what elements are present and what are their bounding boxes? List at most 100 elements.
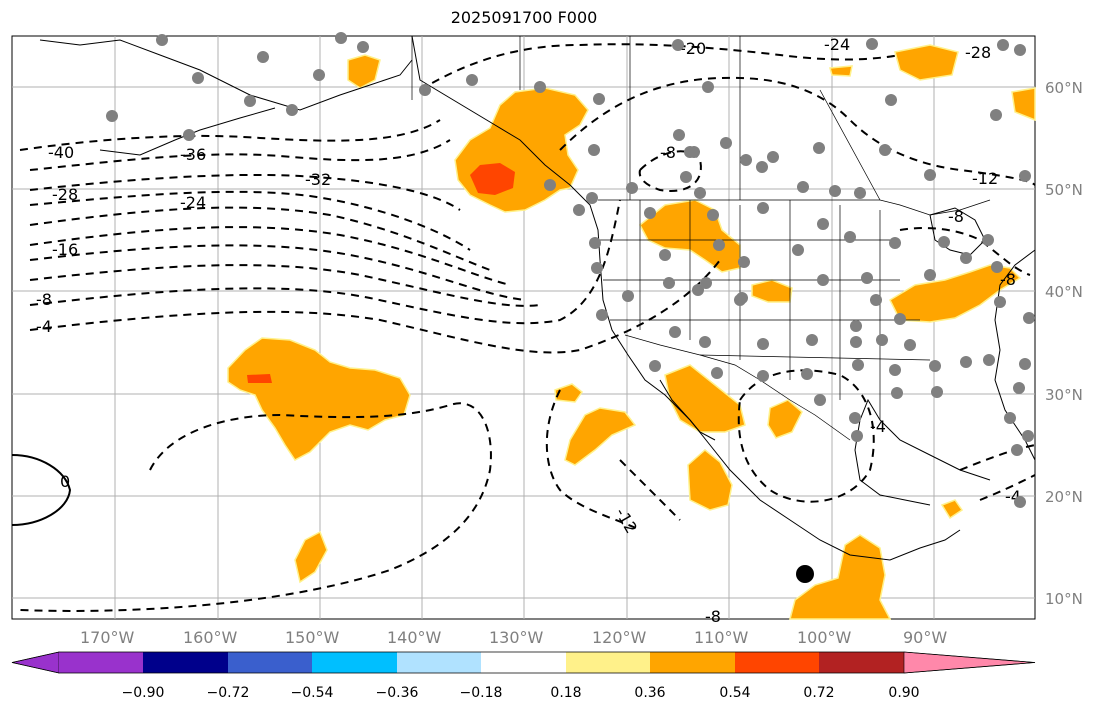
colorbar-extend-max — [903, 651, 1036, 674]
station-marker — [861, 272, 873, 284]
contour-16 — [29, 244, 526, 301]
lon-label: 130°W — [489, 628, 544, 647]
colorbar-segment — [312, 652, 397, 673]
anomaly-region-canada-north — [829, 65, 853, 77]
state-lines-2 — [600, 239, 931, 361]
coastline-baja — [659, 379, 716, 441]
colorbar-segment — [397, 652, 481, 673]
station-marker — [891, 387, 903, 399]
colorbar-tick-label: 0.54 — [719, 685, 750, 701]
lat-label: 50°N — [1045, 181, 1083, 199]
contour-label: -8 — [36, 290, 52, 309]
station-marker — [817, 274, 829, 286]
lat-label: 10°N — [1045, 590, 1083, 608]
station-marker — [983, 354, 995, 366]
colorbar-tick-label: 0.36 — [634, 685, 665, 701]
contour-32 — [29, 173, 461, 211]
colorbar-tick-label: −0.72 — [207, 685, 250, 701]
contour-label: -8 — [705, 607, 721, 626]
station-marker — [707, 209, 719, 221]
contour-trough-8 — [638, 150, 702, 192]
anomaly-region-offshore-2 — [554, 383, 584, 403]
anomaly-region-labrador — [1011, 87, 1036, 122]
station-marker — [990, 109, 1002, 121]
colorbar-extend-min — [11, 651, 60, 674]
station-marker — [991, 261, 1003, 273]
contour-label: -20 — [680, 39, 706, 58]
anomaly-region-east — [889, 264, 1022, 323]
contour-label: -40 — [48, 143, 74, 162]
station-marker — [466, 74, 478, 86]
contour-label: -28 — [52, 185, 78, 204]
station-marker — [757, 338, 769, 350]
lon-label: 100°W — [797, 628, 852, 647]
contour-label: -12 — [972, 169, 998, 188]
canada-provinces — [519, 36, 881, 201]
station-marker — [813, 142, 825, 154]
contour-24 — [29, 206, 491, 271]
colorbar-segments — [11, 651, 1036, 674]
contour-label: -28 — [965, 43, 991, 62]
station-marker — [854, 187, 866, 199]
station-marker — [757, 202, 769, 214]
contour-4 — [29, 259, 721, 354]
anomaly-region-offshore-1 — [564, 407, 637, 466]
colorbar-segment — [819, 652, 904, 673]
longitude-labels: 170°W 160°W 150°W 140°W 130°W 120°W 110°… — [80, 628, 947, 647]
lon-label: 160°W — [183, 628, 238, 647]
station-marker — [192, 72, 204, 84]
station-marker — [889, 364, 901, 376]
anomaly-region-hudson — [894, 44, 959, 81]
station-marker — [700, 277, 712, 289]
station-marker — [801, 368, 813, 380]
station-marker — [870, 294, 882, 306]
colorbar-segment — [735, 652, 819, 673]
station-marker — [960, 356, 972, 368]
coastline-west-north-america — [411, 35, 961, 561]
station-marker — [156, 34, 168, 46]
station-marker — [960, 252, 972, 264]
station-markers — [106, 32, 1035, 508]
station-marker — [335, 32, 347, 44]
station-marker — [588, 144, 600, 156]
map-title: 2025091700 F000 — [450, 8, 598, 27]
lon-label: 110°W — [694, 628, 749, 647]
station-marker — [792, 244, 804, 256]
anomaly-region-guatemala — [940, 499, 964, 520]
colorbar-segment — [650, 652, 735, 673]
contour-label: -8 — [1000, 270, 1016, 289]
colorbar-tick-label: 0.72 — [803, 685, 834, 701]
station-marker — [852, 359, 864, 371]
station-marker — [1023, 312, 1035, 324]
station-marker — [720, 137, 732, 149]
station-marker — [982, 234, 994, 246]
station-marker — [851, 430, 863, 442]
station-marker — [680, 171, 692, 183]
anomaly-region-alaska — [347, 54, 381, 89]
station-marker — [622, 290, 634, 302]
state-lines-1 — [639, 200, 881, 420]
station-marker — [544, 179, 556, 191]
contour-label: -8 — [660, 143, 676, 162]
station-marker — [1014, 496, 1026, 508]
station-marker — [997, 39, 1009, 51]
lat-label: 60°N — [1045, 79, 1083, 97]
station-marker — [1022, 430, 1034, 442]
contour-label: -16 — [52, 240, 78, 259]
station-marker — [669, 326, 681, 338]
station-marker — [692, 284, 704, 296]
station-marker — [1013, 382, 1025, 394]
contour-southeast — [959, 444, 1036, 501]
station-marker — [713, 239, 725, 251]
contour-label: -24 — [824, 35, 850, 54]
station-marker — [904, 339, 916, 351]
contour-36 — [29, 139, 451, 171]
station-marker — [767, 151, 779, 163]
contour-south-pacific — [19, 402, 492, 612]
station-marker — [649, 360, 661, 372]
station-marker — [757, 370, 769, 382]
lat-label: 30°N — [1045, 386, 1083, 404]
colorbar-tick-label: −0.36 — [376, 685, 419, 701]
colorbar-segment — [59, 652, 143, 673]
station-marker — [106, 110, 118, 122]
